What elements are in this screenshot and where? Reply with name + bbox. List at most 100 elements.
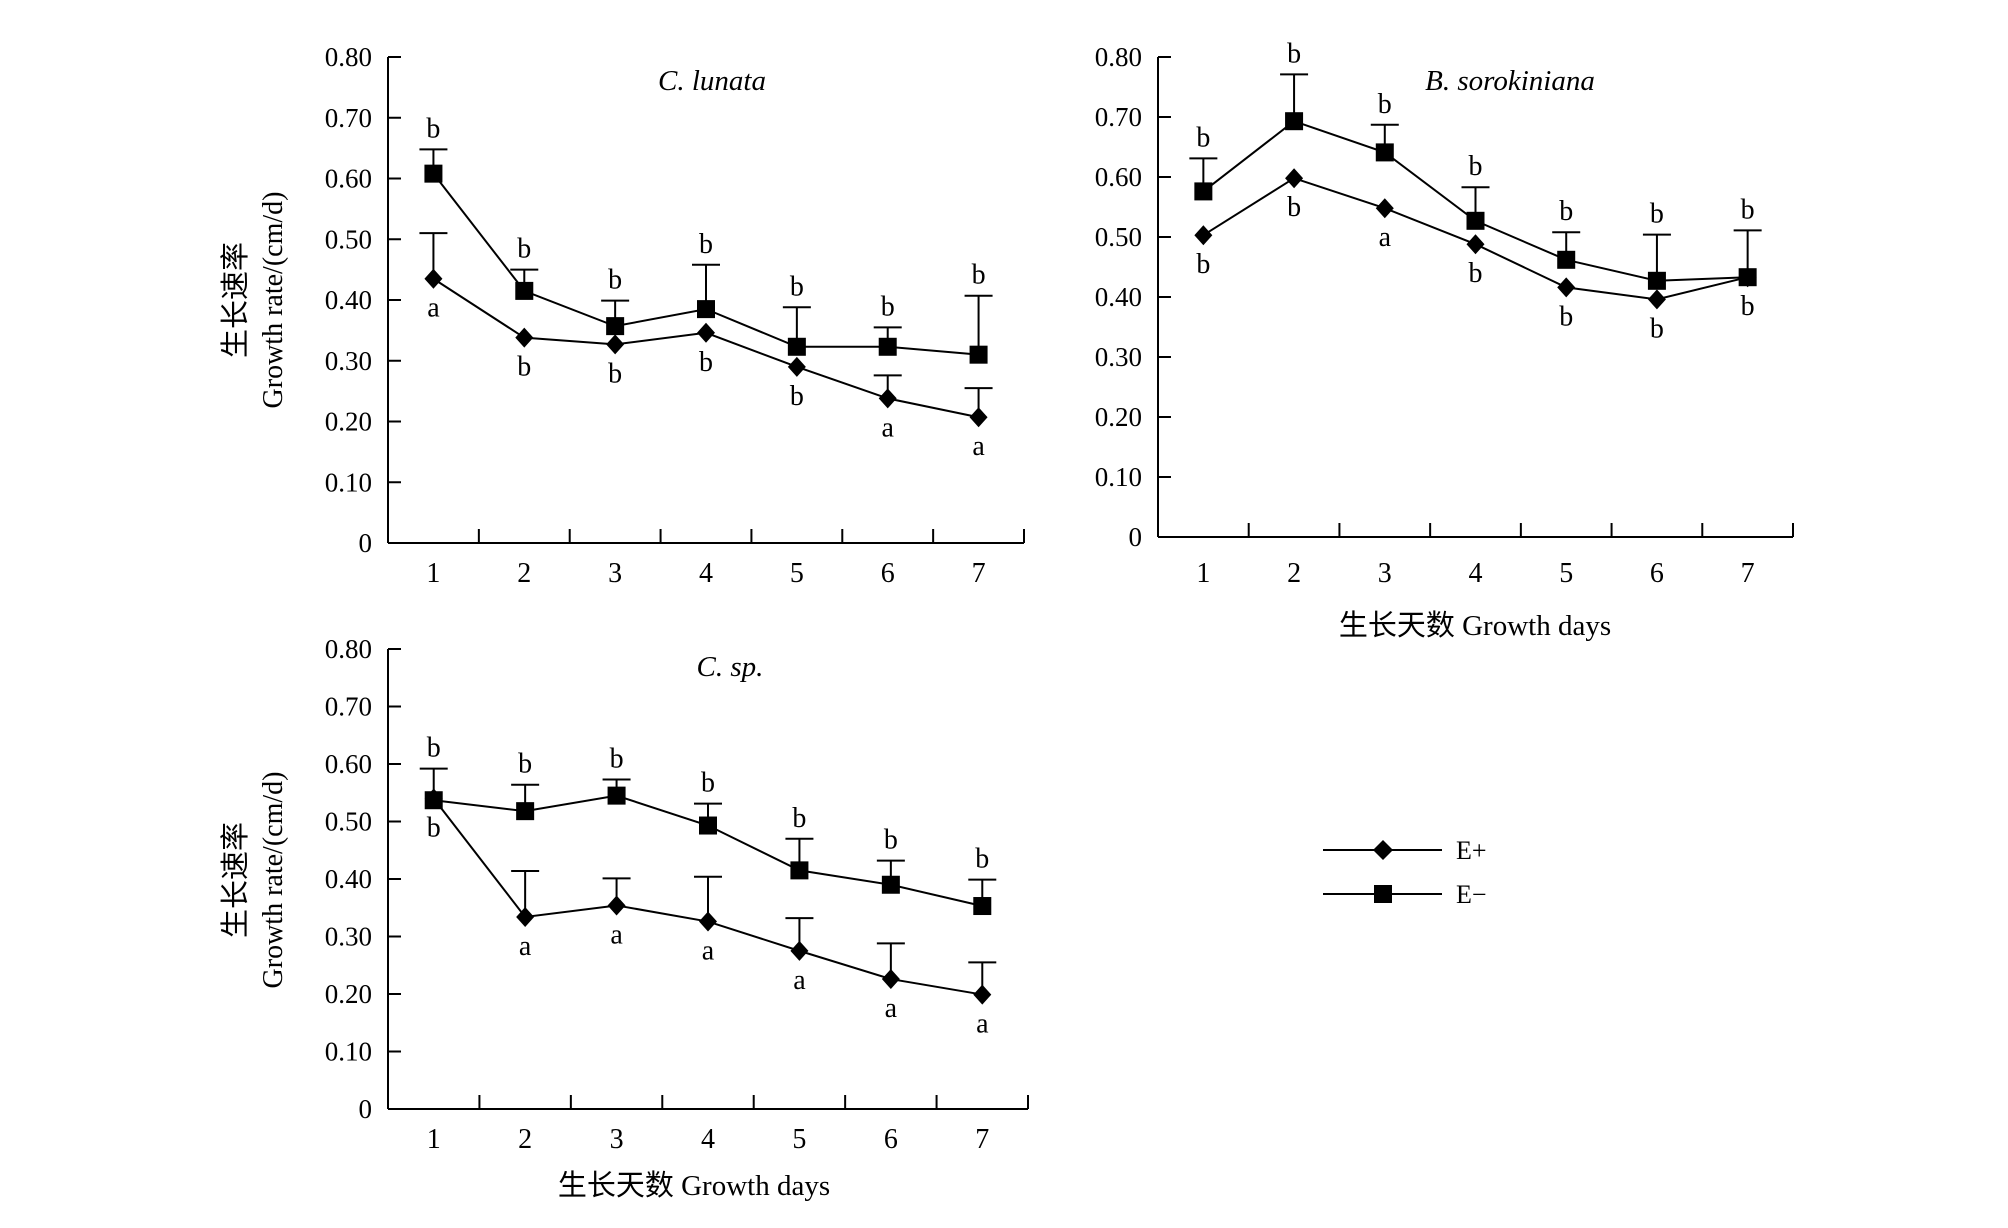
data-point-diamond <box>1285 168 1304 189</box>
y-tick-label: 0.50 <box>325 224 372 254</box>
data-point-square <box>607 786 626 805</box>
y-tick-label: 0 <box>1129 522 1143 552</box>
x-tick-label: 6 <box>1650 558 1664 589</box>
significance-letter: b <box>1196 249 1210 280</box>
data-point-diamond <box>878 388 897 409</box>
significance-letter: b <box>517 352 531 383</box>
significance-letter: b <box>701 768 715 799</box>
x-tick-label: 4 <box>701 1124 715 1155</box>
significance-letter: b <box>1287 192 1301 223</box>
x-tick-label: 1 <box>427 1124 441 1155</box>
significance-letter: b <box>1469 258 1483 289</box>
data-point-square <box>878 337 897 356</box>
significance-letter: b <box>884 825 898 856</box>
data-point-square <box>516 802 535 821</box>
x-tick-label: 6 <box>881 558 895 589</box>
data-point-square <box>1375 143 1394 162</box>
y-tick-label: 0.70 <box>1095 102 1142 132</box>
significance-letter: a <box>427 293 440 324</box>
y-tick-label: 0.80 <box>325 634 372 664</box>
significance-letter: b <box>608 265 622 296</box>
y-tick-label: 0.20 <box>325 407 372 437</box>
significance-letter: b <box>792 803 806 834</box>
significance-letter: a <box>702 936 715 967</box>
data-point-square <box>1466 211 1485 230</box>
x-tick-label: 2 <box>517 558 531 589</box>
significance-letter: b <box>1378 89 1392 120</box>
significance-letter: b <box>1287 38 1301 69</box>
data-point-diamond <box>1194 225 1213 246</box>
y-tick-label: 0.10 <box>1095 462 1142 492</box>
significance-letter: b <box>1559 196 1573 227</box>
significance-letter: b <box>1650 199 1664 230</box>
data-point-diamond <box>1647 289 1666 310</box>
y-tick-label: 0.10 <box>325 1037 372 1067</box>
series-e-minus: b b b b b b b <box>419 733 997 916</box>
x-tick-label: 5 <box>1559 558 1573 589</box>
significance-letter: b <box>975 844 989 875</box>
significance-letter: b <box>517 234 531 265</box>
data-point-diamond <box>607 895 626 916</box>
data-point-diamond <box>697 322 715 343</box>
data-point-square <box>790 861 809 880</box>
x-tick-label: 5 <box>792 1124 806 1155</box>
y-tick-label: 0.40 <box>325 285 372 315</box>
significance-letter: a <box>610 919 623 950</box>
series-e-plus: a b b b b a a <box>419 232 993 462</box>
data-point-diamond <box>424 268 443 289</box>
series-e-minus: b b b b b b b <box>419 113 993 364</box>
data-point-square <box>973 897 992 916</box>
significance-letter: b <box>426 113 440 144</box>
data-point-square <box>699 816 717 835</box>
significance-letter: a <box>793 965 806 996</box>
significance-letter: b <box>699 229 713 260</box>
y-tick-label: 0.20 <box>1095 402 1142 432</box>
x-tick-label: 7 <box>1741 558 1755 589</box>
data-point-square <box>1647 271 1666 290</box>
data-point-diamond <box>973 984 992 1005</box>
y-tick-label: 0.80 <box>1095 42 1142 72</box>
y-tick-label: 0.10 <box>325 467 372 497</box>
significance-letter: b <box>1741 194 1755 225</box>
y-tick-label: 0.50 <box>325 807 372 837</box>
x-tick-label: 5 <box>790 558 804 589</box>
x-tick-label: 2 <box>1287 558 1301 589</box>
significance-letter: a <box>881 412 894 443</box>
data-point-diamond <box>516 906 535 927</box>
legend-label-e-minus: E− <box>1456 880 1487 909</box>
x-tick-label: 6 <box>884 1124 898 1155</box>
data-point-square <box>881 875 900 894</box>
y-axis-label-en: Growth rate/(cm/d) <box>258 192 289 409</box>
chart-panel-1: 0 0.10 0.20 0.30 0.40 0.50 0.60 0.70 0.80 1 2 3 4 5 6 7… <box>219 42 1025 589</box>
x-axis-label: 生长天数 Growth days <box>558 1169 830 1202</box>
significance-letter: b <box>699 347 713 378</box>
data-point-square <box>424 791 443 810</box>
significance-letter: b <box>427 813 441 844</box>
data-point-diamond <box>1557 277 1576 298</box>
chart-title: C. lunata <box>658 65 766 97</box>
y-axis-label-cn: 生长速率 <box>219 242 252 358</box>
significance-letter: b <box>790 271 804 302</box>
data-point-square <box>969 345 988 364</box>
significance-letter: a <box>885 993 898 1024</box>
significance-letter: b <box>790 381 804 412</box>
significance-letter: b <box>1469 151 1483 182</box>
y-axis-label-cn: 生长速率 <box>219 822 252 938</box>
chart-title: B. sorokiniana <box>1425 65 1595 97</box>
y-tick-label: 0.50 <box>1095 222 1142 252</box>
y-tick-label: 0.80 <box>325 42 372 72</box>
significance-letter: b <box>1741 291 1755 322</box>
chart-panel-2: 0 0.10 0.20 0.30 0.40 0.50 0.60 0.70 0.80 1 2 3 4 5 6 7… <box>1095 38 1794 642</box>
significance-letter: b <box>881 291 895 322</box>
y-tick-label: 0.40 <box>1095 282 1142 312</box>
significance-letter: b <box>1196 122 1210 153</box>
significance-letter: a <box>976 1009 989 1040</box>
series-e-minus: b b b b b b b <box>1189 38 1762 290</box>
legend: E+ E− <box>1323 836 1487 909</box>
y-tick-label: 0 <box>359 1094 373 1124</box>
data-point-diamond <box>787 356 806 377</box>
significance-letter: b <box>1650 313 1664 344</box>
data-point-square <box>697 300 715 319</box>
